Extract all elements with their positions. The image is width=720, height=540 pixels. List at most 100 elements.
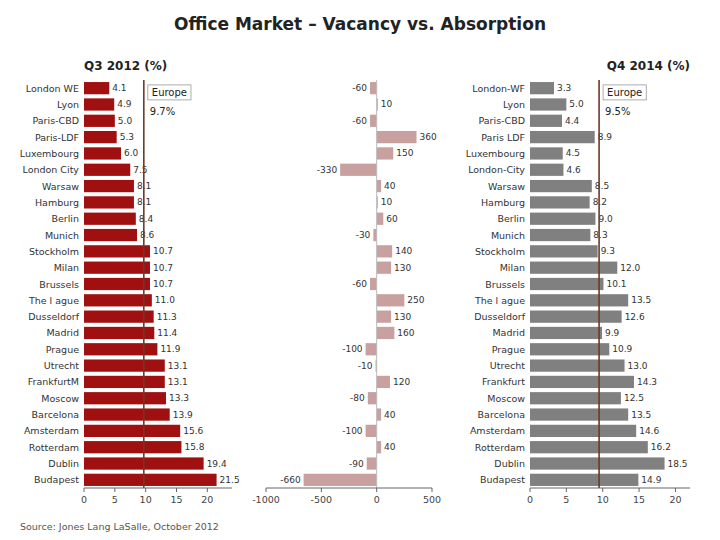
bar	[84, 278, 150, 290]
bar	[84, 213, 136, 225]
bars	[304, 82, 417, 486]
category-label: The l ague	[474, 295, 525, 306]
data-label: 18.5	[668, 459, 688, 469]
x-tick	[145, 488, 146, 492]
data-label: 11.0	[155, 295, 175, 305]
data-label: -60	[352, 116, 367, 126]
bar	[377, 262, 391, 274]
bar	[366, 425, 377, 437]
panel: Q4 2014 (%)3.3London-WF5.0Lyon4.4Paris-C…	[466, 59, 690, 505]
data-label: 10.9	[612, 344, 632, 354]
bar	[84, 115, 115, 127]
data-label: 9.9	[605, 328, 620, 338]
data-label: -660	[280, 475, 301, 485]
bar	[377, 180, 381, 192]
data-label: 40	[384, 181, 396, 191]
data-label: 11.4	[157, 328, 177, 338]
bar	[530, 457, 665, 469]
x-tick-label: 20	[201, 494, 213, 505]
bar	[530, 376, 634, 388]
category-label: Milan	[500, 262, 525, 273]
data-label: 11.3	[157, 312, 177, 322]
bar	[377, 213, 384, 225]
bar	[530, 343, 609, 355]
data-label: 3.3	[557, 83, 571, 93]
bar	[84, 196, 134, 208]
data-label: 160	[397, 328, 414, 338]
bars	[84, 82, 217, 486]
bar	[530, 147, 563, 159]
bar	[84, 294, 152, 306]
bar	[84, 229, 137, 241]
bar	[530, 98, 566, 110]
bar	[84, 343, 157, 355]
data-label: 250	[407, 295, 424, 305]
bar	[530, 294, 628, 306]
data-label: 5.0	[118, 116, 133, 126]
panel: Q3 2012 (%)4.1London WE4.9Lyon5.0Paris-C…	[20, 59, 240, 505]
chart-root: Office Market – Vacancy vs. Absorption Q3…	[0, 0, 720, 540]
category-label: Dublin	[494, 458, 525, 469]
data-label: -30	[356, 230, 371, 240]
bar	[84, 245, 150, 257]
bar	[530, 474, 638, 486]
category-label: FrankfurtM	[28, 376, 79, 387]
data-label: 10.7	[153, 246, 173, 256]
bar	[370, 82, 377, 94]
bar	[368, 392, 377, 404]
data-label: 14.9	[641, 475, 661, 485]
category-label: Dusseldorf	[28, 311, 79, 322]
bar	[377, 147, 394, 159]
data-label: 130	[394, 263, 411, 273]
bar	[530, 213, 595, 225]
x-tick-label: 0	[527, 494, 533, 505]
bar	[377, 327, 395, 339]
bar	[530, 82, 554, 94]
x-tick-label: 0	[81, 494, 87, 505]
bar	[370, 278, 377, 290]
bar	[530, 180, 592, 192]
category-label: The l ague	[28, 295, 79, 306]
data-label: 8.6	[140, 230, 155, 240]
bar	[530, 359, 625, 371]
category-label: Berlin	[497, 213, 525, 224]
category-label: Moscow	[41, 393, 79, 404]
data-label: 9.3	[601, 246, 615, 256]
data-label: -90	[349, 459, 364, 469]
data-label: -100	[342, 426, 363, 436]
bar	[377, 376, 390, 388]
category-label: Prague	[492, 344, 525, 355]
bar	[84, 180, 134, 192]
bar	[84, 98, 114, 110]
reference-box	[148, 85, 191, 100]
category-label: Budapest	[34, 474, 79, 485]
bar	[84, 359, 165, 371]
category-label: Prague	[46, 344, 79, 355]
bar	[84, 164, 130, 176]
reference-name: Europe	[152, 87, 187, 98]
bar	[530, 278, 603, 290]
data-label: 4.9	[117, 99, 132, 109]
data-label: 8.4	[139, 214, 154, 224]
x-tick	[376, 488, 377, 492]
zero-line	[376, 80, 377, 488]
data-label: 8.9	[598, 132, 613, 142]
category-label: Stockholm	[475, 246, 525, 257]
category-label: Munich	[491, 230, 525, 241]
chart-title: Office Market – Vacancy vs. Absorption	[174, 14, 546, 34]
x-tick-label: 500	[423, 494, 441, 505]
data-label: 13.0	[628, 361, 648, 371]
x-tick-label: -1000	[252, 494, 280, 505]
x-tick	[602, 488, 603, 492]
category-label: Paris-LDF	[35, 132, 79, 143]
bar	[84, 425, 180, 437]
data-label: 12.0	[620, 263, 640, 273]
x-tick	[675, 488, 676, 492]
bar	[530, 441, 648, 453]
source-note: Source: Jones Lang LaSalle, October 2012	[20, 521, 219, 532]
category-label: Rotterdam	[475, 442, 525, 453]
data-label: -60	[352, 279, 367, 289]
category-label: Luxembourg	[20, 148, 79, 159]
data-label: 14.6	[639, 426, 659, 436]
bar	[530, 327, 602, 339]
